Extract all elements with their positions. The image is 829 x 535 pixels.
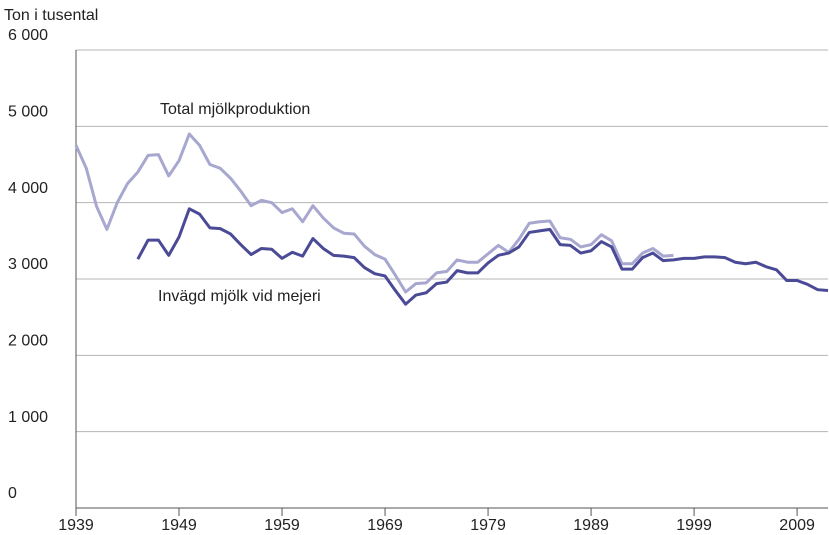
annotation: Invägd mjölk vid mejeri xyxy=(158,288,321,305)
x-tick-label: 1949 xyxy=(161,517,197,534)
line-series xyxy=(136,207,829,306)
x-tick-label: 1989 xyxy=(573,517,609,534)
annotation: Total mjölkproduktion xyxy=(160,101,310,118)
y-tick-label: 6 000 xyxy=(8,27,48,44)
x-tick-label: 2009 xyxy=(779,517,815,534)
y-tick-label: 1 000 xyxy=(8,409,48,426)
x-tick-label: 1999 xyxy=(676,517,712,534)
y-tick-label: 3 000 xyxy=(8,256,48,273)
y-tick-label: 2 000 xyxy=(8,333,48,350)
x-tick-label: 1979 xyxy=(470,517,506,534)
y-tick-label: 0 xyxy=(8,485,17,502)
y-tick-label: 5 000 xyxy=(8,104,48,121)
y-axis-label: Ton i tusental xyxy=(4,7,98,24)
line-series xyxy=(74,132,674,294)
x-tick-label: 1969 xyxy=(367,517,403,534)
x-tick-label: 1959 xyxy=(264,517,300,534)
y-tick-label: 4 000 xyxy=(8,180,48,197)
x-tick-label: 1939 xyxy=(58,517,94,534)
